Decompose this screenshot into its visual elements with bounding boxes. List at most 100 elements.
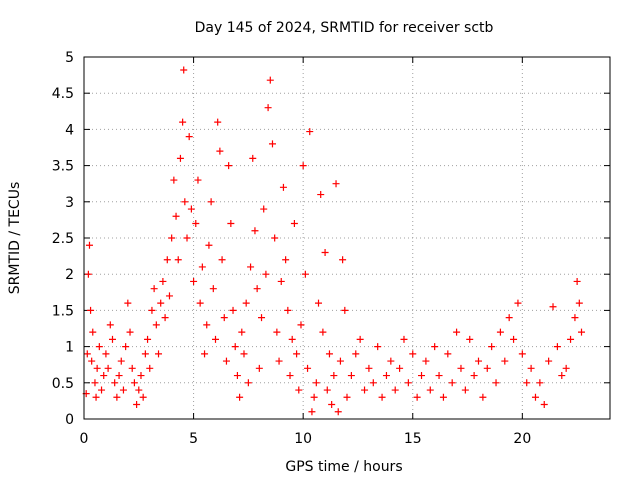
data-point	[293, 350, 301, 358]
x-axis-label: GPS time / hours	[285, 459, 402, 475]
data-point	[172, 212, 180, 220]
data-point	[207, 198, 215, 206]
x-tick-label: 20	[513, 431, 531, 447]
data-point	[339, 256, 347, 264]
data-point	[374, 343, 382, 351]
data-point	[418, 372, 426, 380]
data-point	[461, 386, 469, 394]
data-point	[183, 234, 191, 242]
x-tick-label: 0	[80, 431, 89, 447]
data-point	[488, 343, 496, 351]
data-point	[218, 256, 226, 264]
data-point	[117, 357, 125, 365]
y-tick-label: 3.5	[52, 159, 74, 175]
data-point	[466, 335, 474, 343]
data-point	[536, 379, 544, 387]
data-point	[435, 372, 443, 380]
data-point	[253, 285, 261, 293]
data-point	[571, 314, 579, 322]
data-point	[540, 401, 548, 409]
data-point	[404, 379, 412, 387]
data-point	[299, 162, 307, 170]
data-point	[332, 180, 340, 188]
data-point	[479, 393, 487, 401]
data-point	[336, 357, 344, 365]
data-point	[382, 372, 390, 380]
data-point	[562, 364, 570, 372]
data-point	[104, 364, 112, 372]
data-point	[268, 140, 276, 148]
data-point	[126, 328, 134, 336]
data-point	[457, 364, 465, 372]
data-point	[212, 335, 219, 343]
data-point	[176, 154, 184, 162]
data-point	[431, 343, 439, 351]
data-point	[88, 357, 96, 365]
y-tick-label: 0	[65, 412, 74, 428]
data-point	[301, 270, 309, 278]
data-point	[558, 372, 566, 380]
data-point	[444, 350, 452, 358]
data-point	[400, 335, 408, 343]
data-point	[304, 364, 312, 372]
data-point	[483, 364, 491, 372]
data-point	[286, 372, 294, 380]
y-tick-label: 2.5	[52, 231, 74, 247]
data-point	[181, 198, 189, 206]
data-point	[545, 357, 553, 365]
data-point	[95, 343, 103, 351]
y-axis-ticks: 0 0.5 1 1.5 2 2.5 3 3.5 4 4.5 5	[52, 50, 610, 428]
data-point	[496, 328, 504, 336]
data-point	[378, 393, 386, 401]
data-point	[119, 386, 127, 394]
x-tick-label: 15	[404, 431, 422, 447]
data-point	[321, 248, 329, 256]
data-point	[168, 234, 176, 242]
data-point	[277, 277, 285, 285]
data-point	[251, 227, 259, 235]
data-point	[361, 386, 369, 394]
data-point	[91, 379, 99, 387]
data-point	[240, 350, 248, 358]
data-point	[341, 306, 349, 314]
data-point	[325, 350, 333, 358]
data-point	[575, 299, 583, 307]
data-point	[185, 133, 193, 141]
data-point	[146, 364, 154, 372]
data-point	[159, 277, 167, 285]
data-point	[194, 176, 202, 184]
data-point	[310, 393, 318, 401]
data-point	[141, 350, 149, 358]
data-point	[84, 270, 92, 278]
y-tick-label: 3	[65, 195, 74, 211]
data-point	[308, 408, 316, 416]
data-point	[233, 372, 241, 380]
data-point	[328, 401, 336, 409]
data-point	[190, 277, 198, 285]
data-point	[347, 372, 355, 380]
data-point	[264, 104, 272, 112]
x-axis-ticks: 0 5 10 15 20	[80, 57, 531, 447]
data-point	[317, 191, 325, 199]
data-point	[453, 328, 461, 336]
grid-lines	[84, 57, 610, 419]
data-points	[82, 66, 586, 416]
data-point	[180, 66, 188, 74]
data-point	[518, 350, 526, 358]
y-tick-label: 5	[65, 50, 74, 66]
data-point	[85, 241, 93, 249]
data-point	[279, 183, 287, 191]
y-axis-label: SRMTID / TECUs	[7, 182, 23, 295]
data-point	[165, 292, 173, 300]
data-point	[139, 393, 147, 401]
data-point	[531, 393, 539, 401]
data-point	[170, 176, 178, 184]
data-point	[334, 408, 342, 416]
data-point	[262, 270, 270, 278]
data-point	[288, 335, 296, 343]
data-point	[122, 343, 130, 351]
data-point	[192, 220, 200, 228]
data-point	[352, 350, 360, 358]
data-point	[89, 328, 97, 336]
data-point	[100, 372, 108, 380]
